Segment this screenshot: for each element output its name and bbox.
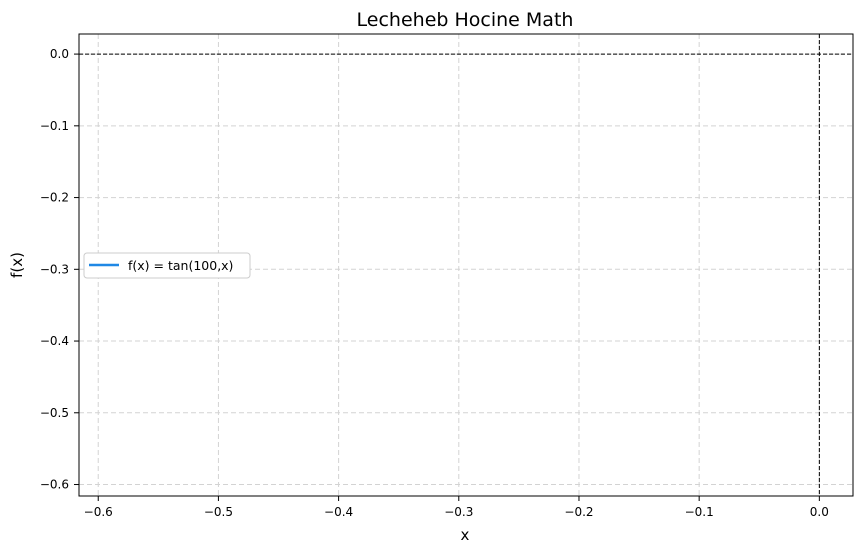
x-tick-label: −0.5 <box>204 505 233 519</box>
x-tick-label: −0.2 <box>564 505 593 519</box>
x-axis: −0.6 −0.5 −0.4 −0.3 −0.2 −0.1 0.0 <box>84 496 829 519</box>
x-tick-label: −0.6 <box>84 505 113 519</box>
y-tick-label: −0.6 <box>40 478 69 492</box>
x-tick-label: −0.1 <box>685 505 714 519</box>
x-tick-label: −0.3 <box>444 505 473 519</box>
chart-title: Lecheheb Hocine Math <box>357 9 574 31</box>
x-axis-label: x <box>461 526 470 544</box>
grid <box>79 34 853 496</box>
plot-frame <box>78 33 854 497</box>
y-axis: 0.0 −0.1 −0.2 −0.3 −0.4 −0.5 −0.6 <box>40 47 79 492</box>
y-tick-label: −0.3 <box>40 262 69 276</box>
y-axis-label: f(x) <box>8 252 26 278</box>
x-tick-label: −0.4 <box>324 505 353 519</box>
x-tick-label: 0.0 <box>810 505 829 519</box>
legend-box <box>83 252 251 279</box>
y-tick-label: −0.1 <box>40 119 69 133</box>
y-tick-label: −0.2 <box>40 191 69 205</box>
y-tick-label: 0.0 <box>50 47 69 61</box>
y-tick-label: −0.5 <box>40 406 69 420</box>
legend-entry-label: f(x) = tan(100,x) <box>128 258 233 273</box>
y-tick-label: −0.4 <box>40 334 69 348</box>
reference-lines <box>79 34 853 496</box>
legend: f(x) = tan(100,x) <box>83 252 251 279</box>
